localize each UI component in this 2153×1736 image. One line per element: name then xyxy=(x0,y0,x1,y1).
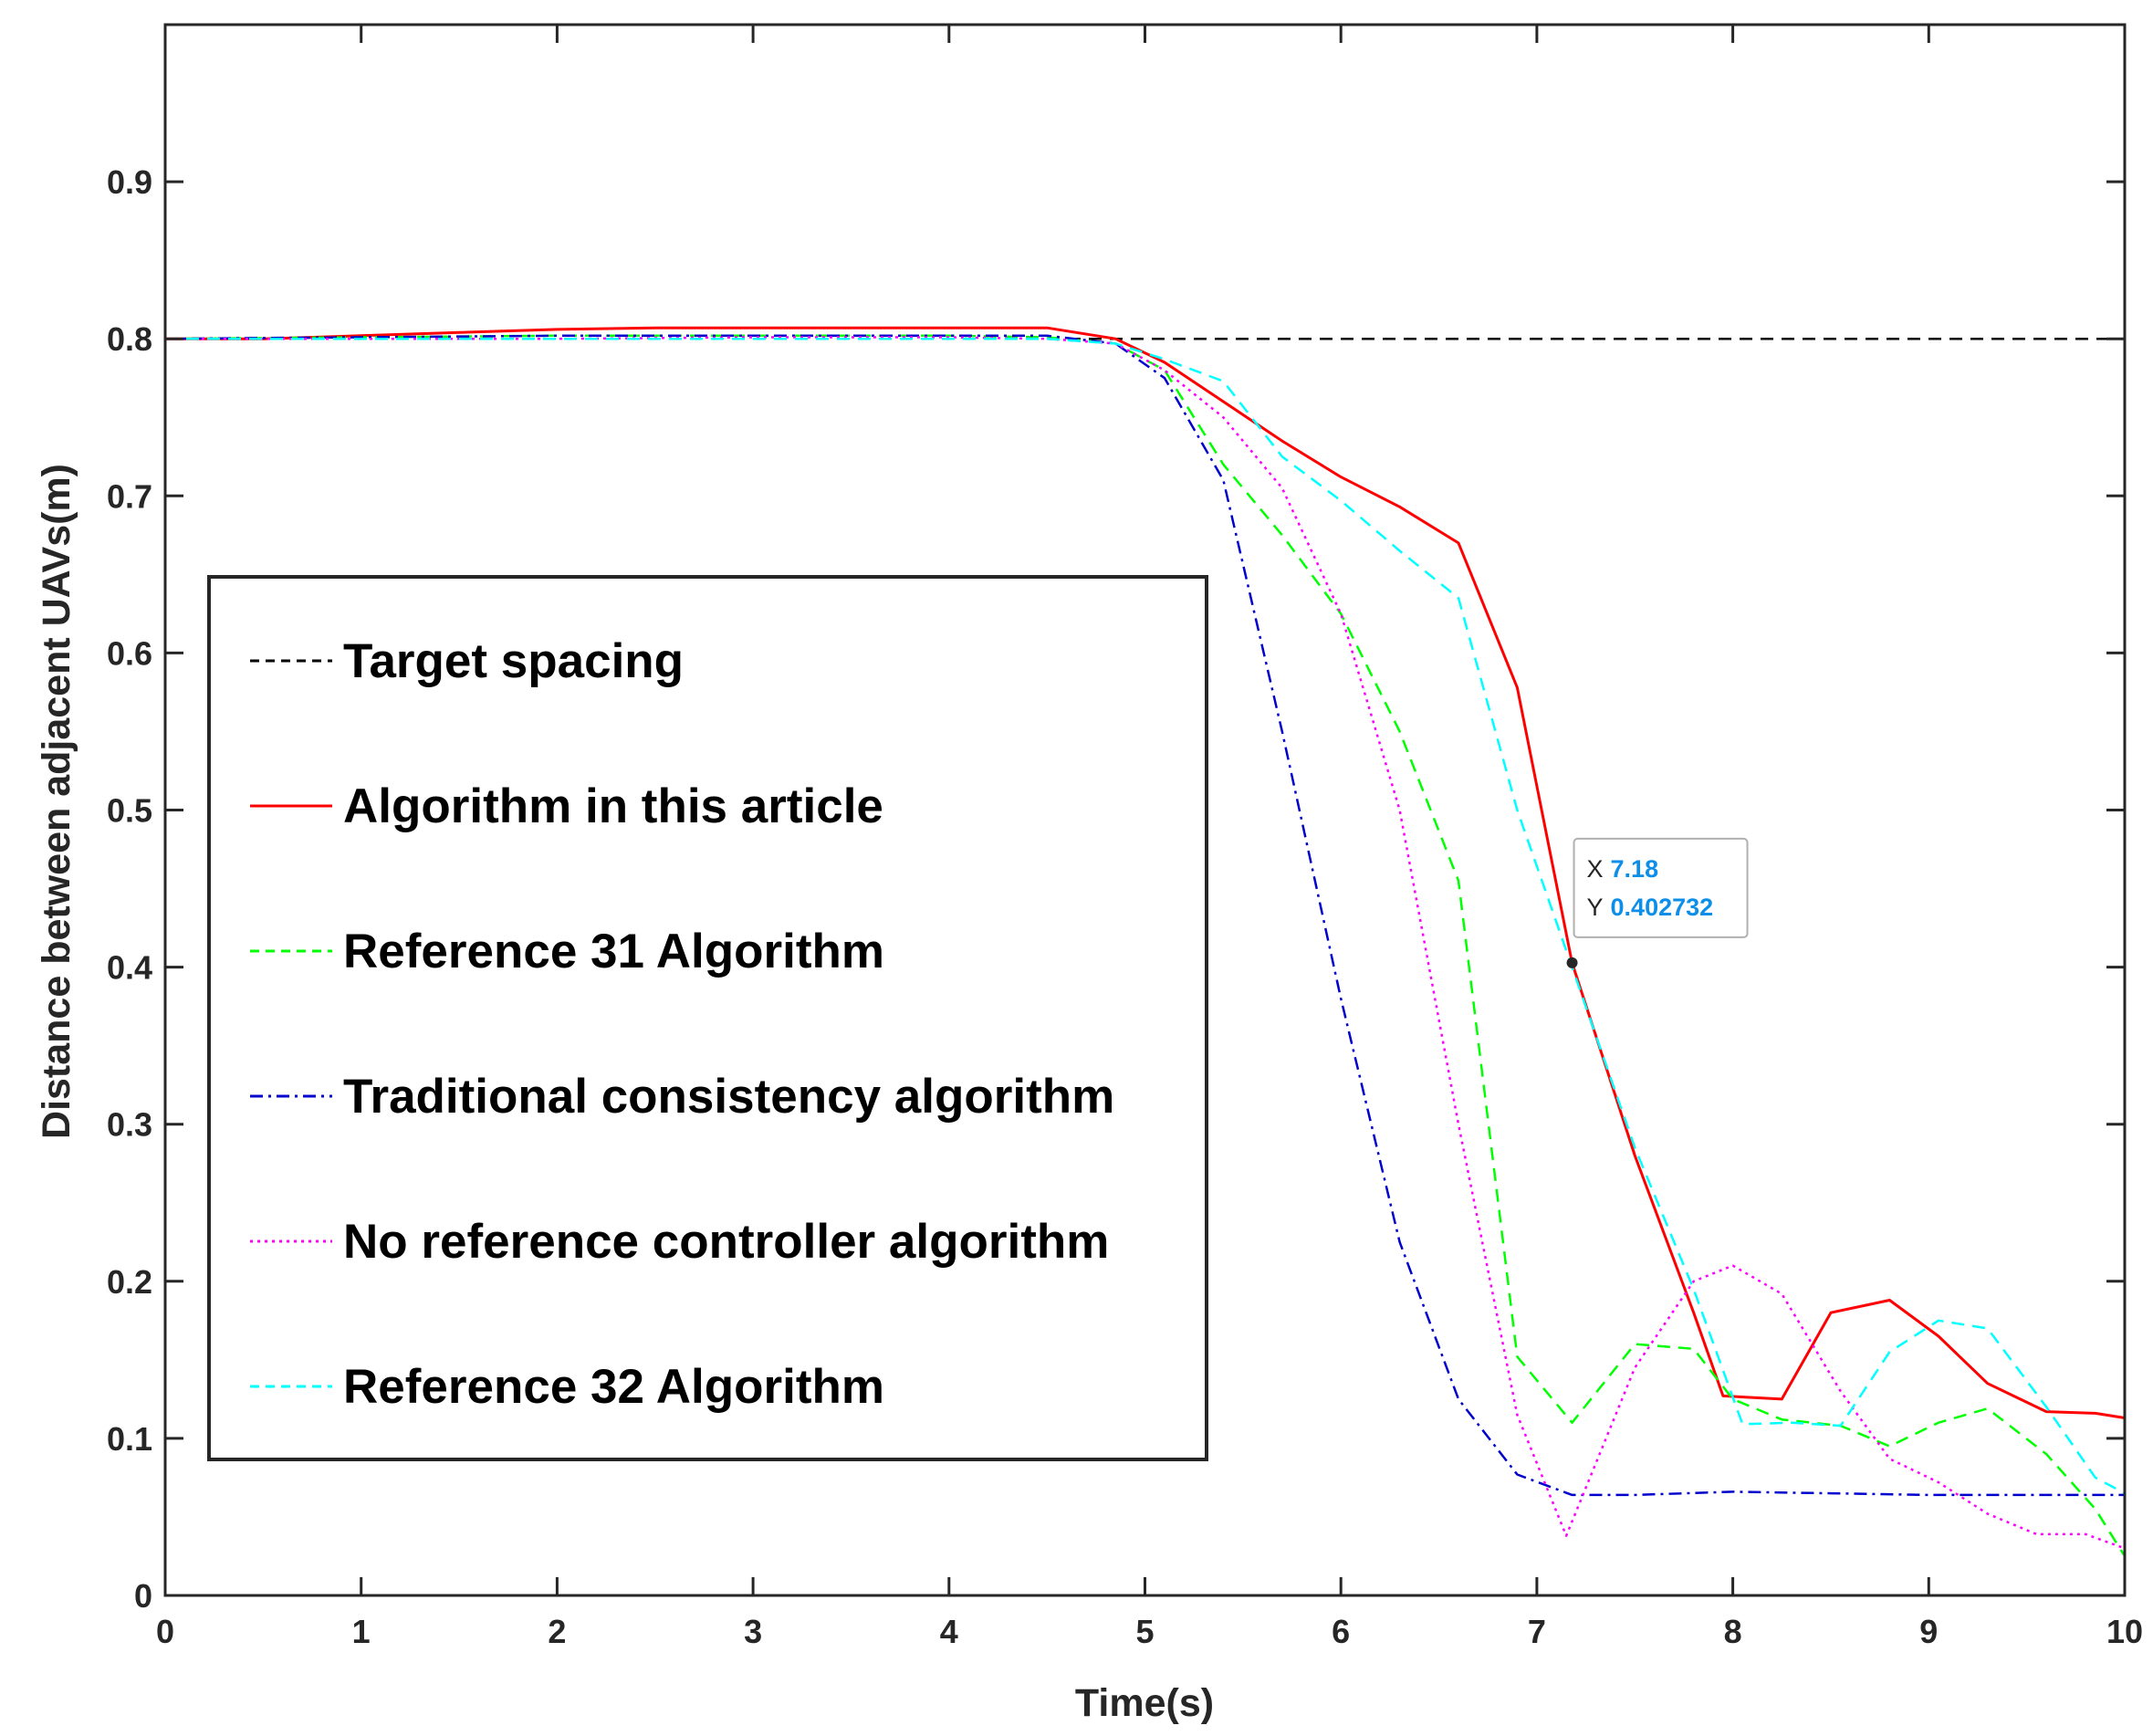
x-tick-label: 3 xyxy=(744,1613,762,1650)
y-axis-label: Distance between adjacent UAVs(m) xyxy=(35,464,78,1139)
x-tick-label: 8 xyxy=(1724,1613,1742,1650)
series-line-reference-32-algorithm xyxy=(165,337,2126,1495)
x-tick-labels: 0 1 2 3 4 5 6 7 8 9 10 xyxy=(156,1613,2143,1650)
legend-label-target-spacing: Target spacing xyxy=(343,634,684,688)
x-tick-label: 1 xyxy=(352,1613,371,1650)
x-tick-label: 2 xyxy=(548,1613,566,1650)
y-tick-labels: 0 0.1 0.2 0.3 0.4 0.5 0.6 0.7 0.8 0.9 xyxy=(107,163,152,1615)
x-tick-label: 7 xyxy=(1528,1613,1546,1650)
y-tick-label: 0.4 xyxy=(107,949,152,987)
x-tick-label: 9 xyxy=(1919,1613,1938,1650)
y-tick-label: 0.6 xyxy=(107,634,152,672)
series-line-algorithm-in-this-article xyxy=(165,326,2126,1419)
datatip-y-key: Y xyxy=(1587,894,1604,921)
y-tick-label: 0.8 xyxy=(107,320,152,358)
y-tick-label: 0.2 xyxy=(107,1263,152,1301)
x-tick-label: 5 xyxy=(1135,1613,1154,1650)
x-tick-label: 6 xyxy=(1332,1613,1350,1650)
legend-label-no-reference-controller-algorithm: No reference controller algorithm xyxy=(343,1215,1109,1269)
legend-label-algorithm-in-this-article: Algorithm in this article xyxy=(343,779,883,833)
x-tick-label: 0 xyxy=(156,1613,174,1650)
axis-ticks xyxy=(163,25,2127,1597)
y-tick-label: 0.9 xyxy=(107,163,152,201)
datatip-x-key: X xyxy=(1587,855,1604,883)
x-tick-label: 4 xyxy=(940,1613,958,1650)
legend-box xyxy=(207,575,1208,1461)
x-axis-label: Time(s) xyxy=(1075,1681,1214,1725)
y-tick-label: 0.5 xyxy=(107,792,152,830)
datatip: X 7.18 Y 0.402732 xyxy=(1566,837,1749,968)
y-tick-label: 0.1 xyxy=(107,1420,152,1458)
legend-label-reference-31-algorithm: Reference 31 Algorithm xyxy=(343,925,884,978)
legend-label-reference-32-algorithm: Reference 32 Algorithm xyxy=(343,1360,884,1414)
legend-label-traditional-consistency-algorithm: Traditional consistency algorithm xyxy=(343,1070,1114,1124)
datatip-box xyxy=(1573,837,1749,938)
datatip-x-value: 7.18 xyxy=(1611,855,1659,883)
datatip-y-value: 0.402732 xyxy=(1611,894,1714,921)
y-tick-label: 0 xyxy=(134,1577,152,1615)
datatip-marker xyxy=(1566,957,1578,968)
y-tick-label: 0.3 xyxy=(107,1106,152,1144)
plot-lines xyxy=(164,326,2127,1557)
series-line-traditional-consistency-algorithm xyxy=(164,334,2125,1497)
legend: Target spacing Algorithm in this article R… xyxy=(207,575,1208,1461)
y-tick-label: 0.7 xyxy=(107,477,152,515)
x-tick-label: 10 xyxy=(2106,1613,2143,1650)
